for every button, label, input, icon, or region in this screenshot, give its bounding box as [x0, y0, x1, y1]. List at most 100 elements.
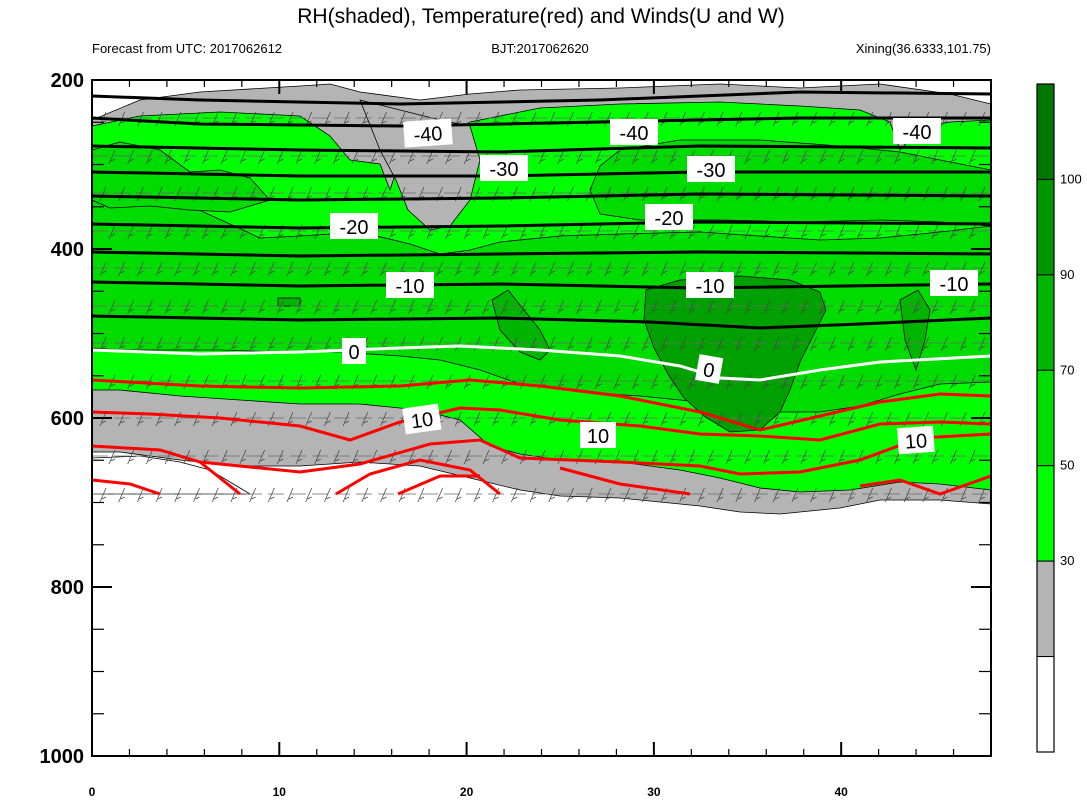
- wind-barb: [557, 299, 565, 315]
- colorbar-swatch: [1036, 274, 1055, 371]
- wind-barb: [576, 149, 583, 165]
- wind-barb: [679, 336, 687, 352]
- wind-barb: [837, 449, 845, 465]
- contour-label-box: [403, 118, 453, 148]
- wind-barb: [594, 374, 602, 390]
- wind-barb: [744, 374, 752, 390]
- wind-barb: [894, 149, 901, 165]
- wind-barb: [286, 336, 294, 352]
- wind-barb: [810, 487, 817, 503]
- wind-barb: [155, 336, 163, 352]
- wind-barb: [885, 261, 892, 277]
- wind-barb: [903, 336, 911, 352]
- wind-barb: [866, 261, 874, 277]
- wind-barb: [305, 261, 313, 277]
- wind-barbs: [99, 111, 986, 503]
- wind-barb: [763, 149, 770, 165]
- contour-label: 10: [402, 403, 442, 435]
- contour-label: -10: [386, 272, 434, 298]
- wind-barb: [342, 411, 350, 427]
- colorbar-swatch: [1036, 656, 1055, 753]
- wind-barb: [781, 224, 789, 240]
- contour-label-text: -40: [620, 123, 649, 145]
- wind-barb: [623, 261, 630, 277]
- colorbar-swatch: [1036, 83, 1055, 180]
- wind-barb: [267, 336, 275, 352]
- wind-barb: [650, 449, 658, 465]
- wind-barb: [912, 299, 920, 315]
- wind-barb: [763, 224, 770, 240]
- contour-label: 10: [897, 425, 935, 455]
- contour-label-box: [580, 422, 616, 448]
- colorbar-tick-label: 70: [1060, 362, 1074, 377]
- wind-barb: [688, 374, 696, 390]
- wind-barb: [968, 449, 976, 465]
- wind-barb: [370, 149, 378, 165]
- wind-barb: [249, 487, 256, 503]
- wind-barb: [679, 411, 687, 427]
- wind-barb: [276, 149, 284, 165]
- wind-barb: [875, 374, 883, 390]
- contour-label-box: [480, 155, 528, 181]
- wind-barb: [258, 299, 265, 315]
- wind-barb: [426, 299, 434, 315]
- wind-barb: [716, 336, 724, 352]
- contour-label: -40: [610, 119, 658, 145]
- contour-label-text: 10: [904, 430, 928, 453]
- wind-barb: [856, 224, 864, 240]
- wind-barb: [754, 411, 761, 427]
- wind-barb: [950, 299, 957, 315]
- wind-barb: [837, 299, 845, 315]
- contour-label-box: [930, 270, 978, 296]
- wind-barb: [361, 261, 369, 277]
- wind-barb: [641, 487, 649, 503]
- wind-barb: [305, 336, 313, 352]
- wind-barb: [118, 487, 126, 503]
- wind-barb: [875, 224, 883, 240]
- wind-barb: [585, 336, 593, 352]
- wind-barb: [286, 261, 294, 277]
- wind-barb: [463, 449, 471, 465]
- contour-label-text: -40: [903, 122, 932, 144]
- wind-barb: [763, 449, 770, 465]
- wind-barb: [108, 299, 116, 315]
- wind-barb: [146, 224, 153, 240]
- wind-barb: [324, 487, 331, 503]
- colorbar-swatch: [1036, 178, 1055, 276]
- wind-barb: [361, 487, 369, 503]
- wind-barb: [520, 224, 527, 240]
- wind-barb: [436, 261, 443, 277]
- wind-barb: [669, 149, 677, 165]
- wind-barb: [632, 224, 639, 240]
- wind-barb: [894, 299, 901, 315]
- wind-barb: [557, 149, 565, 165]
- wind-barb: [557, 374, 565, 390]
- wind-barb: [174, 336, 182, 352]
- contour-label-text: -10: [396, 276, 425, 298]
- wind-barb: [744, 449, 752, 465]
- wind-barb: [351, 149, 359, 165]
- wind-barb: [511, 411, 518, 427]
- wind-barb: [847, 336, 855, 352]
- wind-barb: [380, 487, 387, 503]
- contour-label-box: [342, 338, 366, 364]
- wind-barb: [118, 336, 126, 352]
- wind-barb: [613, 224, 621, 240]
- wind-barb: [837, 224, 845, 240]
- wind-barb: [950, 224, 957, 240]
- wind-barb: [295, 149, 303, 165]
- contour-label-text: -30: [490, 159, 519, 181]
- contour-label-text: 0: [348, 342, 359, 364]
- wind-barb: [174, 487, 182, 503]
- wind-barb: [810, 336, 817, 352]
- wind-barb: [220, 149, 228, 165]
- wind-barb: [594, 224, 602, 240]
- wind-barb: [211, 336, 219, 352]
- wind-barb: [548, 487, 556, 503]
- wind-barb: [763, 299, 770, 315]
- wind-barb: [258, 149, 265, 165]
- wind-barb: [108, 449, 116, 465]
- colorbar-tick-label: 50: [1060, 458, 1074, 473]
- wind-barb: [660, 336, 668, 352]
